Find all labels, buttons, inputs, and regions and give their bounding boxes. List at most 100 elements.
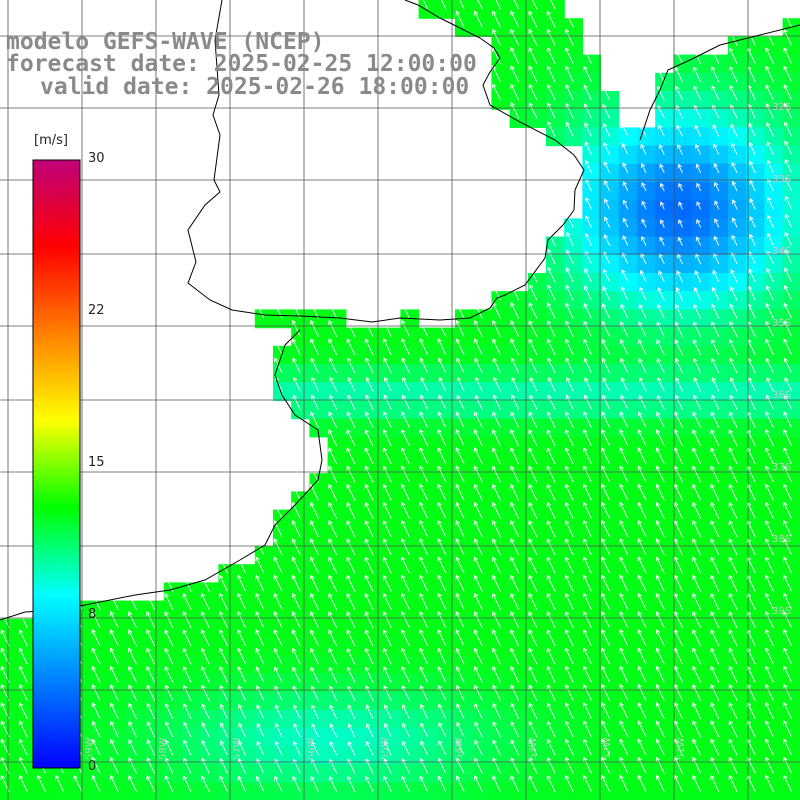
wind-cell	[655, 309, 674, 329]
wind-cell	[618, 163, 638, 183]
wind-cell	[673, 72, 693, 92]
wind-arrow	[637, 756, 647, 774]
wind-cell	[691, 418, 711, 438]
wind-arrow	[455, 447, 465, 465]
wind-cell	[436, 0, 456, 19]
wind-cell	[746, 509, 765, 529]
wind-arrow	[309, 538, 319, 556]
wind-cell	[527, 273, 547, 292]
wind-arrow	[18, 647, 28, 665]
wind-arrow	[656, 66, 665, 83]
wind-cell	[600, 91, 620, 110]
wind-cell	[509, 327, 529, 347]
wind-arrow	[493, 377, 501, 392]
wind-arrow	[546, 84, 556, 101]
wind-arrow	[546, 338, 556, 356]
wind-arrow	[749, 233, 756, 246]
wind-cell	[400, 527, 420, 547]
wind-arrow	[456, 357, 465, 374]
wind-arrow	[400, 592, 410, 610]
wind-arrow	[783, 574, 793, 592]
wind-cell	[509, 91, 529, 110]
wind-arrow	[655, 629, 665, 647]
wind-arrow	[365, 394, 374, 410]
wind-arrow	[546, 574, 556, 592]
wind-arrow	[673, 483, 683, 501]
wind-arrow	[641, 200, 647, 210]
wind-arrow	[673, 611, 683, 629]
wind-arrow	[328, 501, 338, 519]
wind-cell	[600, 163, 620, 183]
wind-arrow	[764, 429, 774, 447]
wind-arrow	[619, 465, 629, 483]
wind-cell	[418, 473, 438, 492]
wind-cell	[582, 273, 602, 292]
wind-arrow	[292, 775, 301, 792]
wind-cell	[273, 309, 292, 329]
wind-cell	[127, 655, 147, 674]
wind-arrow	[619, 574, 629, 592]
wind-cell	[236, 673, 256, 693]
wind-arrow	[584, 141, 592, 155]
wind-cell	[673, 709, 693, 729]
wind-cell	[509, 728, 529, 747]
wind-cell	[309, 764, 329, 784]
wind-arrow	[364, 592, 374, 610]
wind-arrow	[400, 447, 410, 465]
wind-cell	[546, 273, 565, 292]
wind-cell	[564, 254, 583, 274]
wind-cell	[764, 382, 784, 401]
wind-cell	[637, 473, 656, 492]
wind-cell	[764, 72, 784, 92]
wind-arrow	[510, 592, 520, 610]
wind-cell	[509, 418, 529, 438]
wind-cell	[709, 509, 729, 529]
wind-arrow	[492, 739, 501, 756]
wind-arrow	[546, 647, 556, 665]
wind-cell	[509, 345, 529, 365]
wind-cell	[309, 728, 329, 747]
wind-cell	[491, 309, 511, 329]
wind-arrow	[674, 357, 683, 374]
wind-arrow	[473, 666, 483, 683]
wind-cell	[509, 0, 529, 19]
wind-cell	[618, 582, 638, 602]
wind-cell	[345, 600, 365, 620]
wind-arrow	[713, 235, 720, 246]
wind-cell	[673, 455, 693, 474]
wind-arrow	[619, 501, 629, 519]
wind-cell	[509, 109, 529, 128]
wind-cell	[491, 382, 511, 401]
wind-cell	[400, 655, 420, 674]
wind-cell	[491, 473, 511, 492]
title-valid-date: valid date: 2025-02-26 18:00:00	[40, 74, 470, 100]
wind-arrow	[638, 321, 647, 337]
wind-cell	[691, 72, 711, 92]
wind-cell	[564, 218, 583, 238]
wind-arrow	[400, 319, 410, 337]
wind-cell	[218, 600, 238, 620]
wind-cell	[673, 382, 693, 401]
wind-arrow	[510, 483, 520, 501]
wind-arrow	[694, 270, 702, 283]
wind-cell	[273, 637, 292, 656]
wind-cell	[637, 400, 656, 420]
wind-arrow	[219, 775, 228, 792]
wind-arrow	[655, 756, 665, 774]
wind-cell	[582, 72, 602, 92]
wind-arrow	[529, 377, 538, 392]
wind-cell	[327, 728, 347, 747]
wind-cell	[382, 364, 401, 383]
wind-arrow	[783, 629, 793, 647]
lon-label: 54W	[454, 737, 465, 760]
wind-arrow	[273, 666, 283, 683]
wind-cell	[145, 709, 165, 729]
wind-arrow	[364, 447, 374, 465]
wind-arrow	[728, 611, 738, 629]
wind-cell	[309, 345, 329, 365]
wind-cell	[273, 728, 292, 747]
wind-arrow	[637, 629, 647, 647]
wind-arrow	[728, 556, 738, 574]
wind-cell	[382, 382, 401, 401]
wind-arrow	[696, 182, 702, 192]
